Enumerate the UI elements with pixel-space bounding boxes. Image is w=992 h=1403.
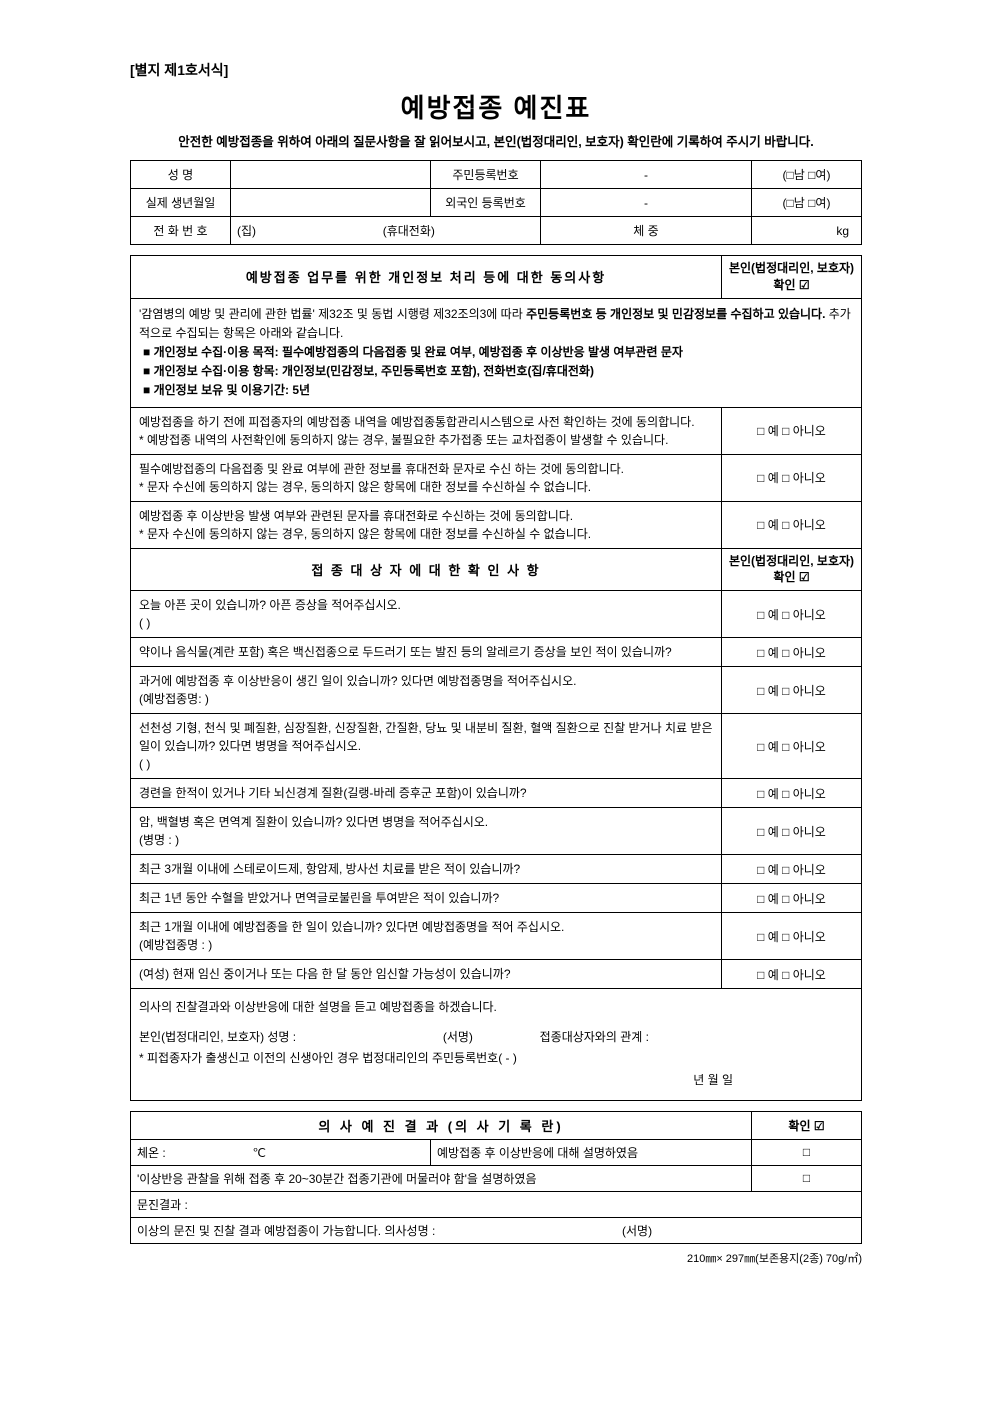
observe-cell: '이상반응 관찰을 위해 접종 후 20~30분간 접종기관에 머물러야 함'을… xyxy=(131,1165,752,1191)
consent-yn2[interactable]: □ 예 □ 아니오 xyxy=(722,454,862,501)
sig-name-label: 본인(법정대리인, 보호자) 성명 : xyxy=(139,1030,296,1044)
q3-yn[interactable]: □ 예 □ 아니오 xyxy=(722,667,862,714)
q7: 최근 3개월 이내에 스테로이드제, 항암제, 방사선 치료를 받은 적이 있습… xyxy=(131,855,722,884)
info-table: 성 명 주민등록번호 - (□남 □여) 실제 생년월일 외국인 등록번호 - … xyxy=(130,160,862,245)
consent-bold1: 주민등록번호 등 개인정보 및 민감정보를 수집하고 있습니다. xyxy=(526,307,825,321)
consent-bullet3: ■ 개인정보 보유 및 이용기간: 5년 xyxy=(139,381,853,400)
foreign-label: 외국인 등록번호 xyxy=(431,189,541,217)
q1: 오늘 아픈 곳이 있습니까? 아픈 증상을 적어주십시오. ( ) xyxy=(131,591,722,638)
sig-date: 년 월 일 xyxy=(139,1070,853,1092)
explain-check[interactable]: □ xyxy=(752,1139,862,1165)
doctor-header: 의 사 예 진 결 과 (의 사 기 록 란) xyxy=(131,1111,752,1139)
subtitle: 안전한 예방접종을 위하여 아래의 질문사항을 잘 읽어보시고, 본인(법정대리… xyxy=(130,131,862,150)
explain-cell: 예방접종 후 이상반응에 대해 설명하였음 xyxy=(431,1139,752,1165)
name-field[interactable] xyxy=(231,161,431,189)
q5-yn[interactable]: □ 예 □ 아니오 xyxy=(722,779,862,808)
form-label: [별지 제1호서식] xyxy=(130,60,862,80)
birth-field[interactable] xyxy=(231,189,431,217)
subject-header: 접 종 대 상 자 에 대 한 확 인 사 항 xyxy=(131,548,722,591)
gender2[interactable]: (□남 □여) xyxy=(752,189,862,217)
q6: 암, 백혈병 혹은 면역계 질환이 있습니까? 있다면 병명을 적어주십시오. … xyxy=(131,808,722,855)
rrn-label: 주민등록번호 xyxy=(431,161,541,189)
q3: 과거에 예방접종 후 이상반응이 생긴 일이 있습니까? 있다면 예방접종명을 … xyxy=(131,667,722,714)
sig-line1: 의사의 진찰결과와 이상반응에 대한 설명을 듣고 예방접종을 하겠습니다. xyxy=(139,997,853,1019)
conclusion-text: 이상의 문진 및 진찰 결과 예방접종이 가능합니다. 의사성명 : xyxy=(137,1224,435,1238)
q8: 최근 1년 동안 수혈을 받았거나 면역글로불린을 투여받은 적이 있습니까? xyxy=(131,884,722,913)
q4: 선천성 기형, 천식 및 폐질환, 심장질환, 신장질환, 간질환, 당뇨 및 … xyxy=(131,714,722,779)
subject-confirm-header: 본인(법정대리인, 보호자) 확인 ☑ xyxy=(722,548,862,591)
weight-field[interactable]: kg xyxy=(752,217,862,245)
q2-yn[interactable]: □ 예 □ 아니오 xyxy=(722,638,862,667)
q1-yn[interactable]: □ 예 □ 아니오 xyxy=(722,591,862,638)
q8-yn[interactable]: □ 예 □ 아니오 xyxy=(722,884,862,913)
consent-table: 예방접종 업무를 위한 개인정보 처리 등에 대한 동의사항 본인(법정대리인,… xyxy=(130,255,862,1101)
consent-header: 예방접종 업무를 위한 개인정보 처리 등에 대한 동의사항 xyxy=(131,256,722,299)
phone-field[interactable]: (집) (휴대전화) xyxy=(231,217,541,245)
phone-label: 전 화 번 호 xyxy=(131,217,231,245)
name-label: 성 명 xyxy=(131,161,231,189)
q4-yn[interactable]: □ 예 □ 아니오 xyxy=(722,714,862,779)
result-cell[interactable]: 문진결과 : xyxy=(131,1191,862,1217)
temp-unit: ℃ xyxy=(252,1146,265,1160)
main-title: 예방접종 예진표 xyxy=(130,88,862,125)
q9-yn[interactable]: □ 예 □ 아니오 xyxy=(722,913,862,960)
q9: 최근 1개월 이내에 예방접종을 한 일이 있습니까? 있다면 예방접종명을 적… xyxy=(131,913,722,960)
sig-relation: 접종대상자와의 관계 : xyxy=(540,1030,649,1044)
doctor-sig: (서명) xyxy=(622,1224,652,1238)
sig-line3: * 피접종자가 출생신고 이전의 신생아인 경우 법정대리인의 주민등록번호( … xyxy=(139,1048,853,1070)
consent-pre: '감염병의 예방 및 관리에 관한 법률' 제32조 및 동법 시행령 제32조… xyxy=(139,307,526,321)
gender1[interactable]: (□남 □여) xyxy=(752,161,862,189)
observe-check[interactable]: □ xyxy=(752,1165,862,1191)
birth-label: 실제 생년월일 xyxy=(131,189,231,217)
q5: 경련을 한적이 있거나 기타 뇌신경계 질환(길랭-바레 증후군 포함)이 있습… xyxy=(131,779,722,808)
q10-yn[interactable]: □ 예 □ 아니오 xyxy=(722,960,862,989)
consent-yn1[interactable]: □ 예 □ 아니오 xyxy=(722,407,862,454)
consent-row3: 예방접종 후 이상반응 발생 여부와 관련된 문자를 휴대전화로 수신하는 것에… xyxy=(131,501,722,548)
phone-home: (집) xyxy=(237,224,256,238)
signature-block: 의사의 진찰결과와 이상반응에 대한 설명을 듣고 예방접종을 하겠습니다. 본… xyxy=(131,989,862,1100)
consent-bullet1: ■ 개인정보 수집·이용 목적: 필수예방접종의 다음접종 및 완료 여부, 예… xyxy=(139,343,853,362)
sig-mark: (서명) xyxy=(443,1030,473,1044)
q7-yn[interactable]: □ 예 □ 아니오 xyxy=(722,855,862,884)
q2: 약이나 음식물(계란 포함) 혹은 백신접종으로 두드러기 또는 발진 등의 알… xyxy=(131,638,722,667)
consent-body: '감염병의 예방 및 관리에 관한 법률' 제32조 및 동법 시행령 제32조… xyxy=(131,298,862,407)
consent-row2: 필수예방접종의 다음접종 및 완료 여부에 관한 정보를 휴대전화 문자로 수신… xyxy=(131,454,722,501)
weight-label: 체 중 xyxy=(541,217,752,245)
q10: (여성) 현재 임신 중이거나 또는 다음 한 달 동안 임신할 가능성이 있습… xyxy=(131,960,722,989)
consent-bullet2: ■ 개인정보 수집·이용 항목: 개인정보(민감정보, 주민등록번호 포함), … xyxy=(139,362,853,381)
phone-mobile: (휴대전화) xyxy=(383,224,435,238)
temp-label: 체온 : xyxy=(137,1146,166,1160)
doctor-confirm: 확인 ☑ xyxy=(752,1111,862,1139)
rrn-field[interactable]: - xyxy=(541,161,752,189)
q6-yn[interactable]: □ 예 □ 아니오 xyxy=(722,808,862,855)
footer-note: 210㎜× 297㎜(보존용지(2종) 70g/㎡) xyxy=(130,1250,862,1266)
doctor-table: 의 사 예 진 결 과 (의 사 기 록 란) 확인 ☑ 체온 : ℃ 예방접종… xyxy=(130,1111,862,1244)
consent-row1: 예방접종을 하기 전에 피접종자의 예방접종 내역을 예방접종통합관리시스템으로… xyxy=(131,407,722,454)
temp-cell[interactable]: 체온 : ℃ xyxy=(131,1139,431,1165)
consent-yn3[interactable]: □ 예 □ 아니오 xyxy=(722,501,862,548)
consent-confirm-header: 본인(법정대리인, 보호자) 확인 ☑ xyxy=(722,256,862,299)
foreign-field[interactable]: - xyxy=(541,189,752,217)
conclusion-cell: 이상의 문진 및 진찰 결과 예방접종이 가능합니다. 의사성명 : (서명) xyxy=(131,1217,862,1243)
